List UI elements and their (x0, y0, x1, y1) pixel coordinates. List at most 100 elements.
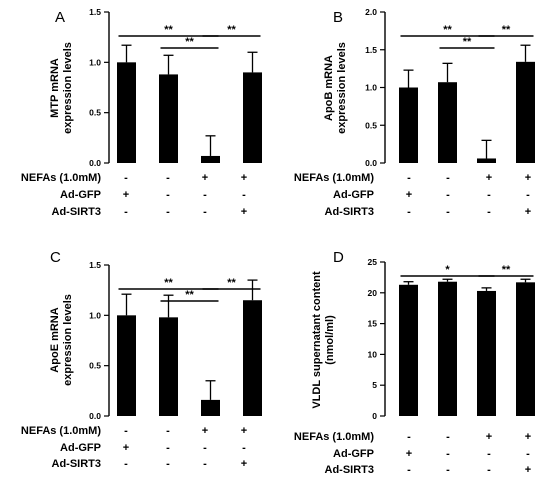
panel-a-ytick-label: 1.5 (89, 7, 101, 17)
panel-a-ytick-label: 0.0 (89, 158, 101, 168)
panel-a-condition-sign: - (242, 189, 246, 201)
panel-c-bar (117, 315, 136, 416)
panel-d-condition-label: Ad-SIRT3 (325, 464, 375, 476)
panel-d-condition-sign: + (406, 448, 412, 460)
panel-c-letter: C (50, 249, 61, 266)
panel-c-sig-label: ** (164, 277, 173, 289)
panel-b-condition-label: Ad-GFP (333, 189, 374, 201)
panel-a-condition-sign: - (166, 172, 170, 184)
panel-a-condition-sign: + (241, 206, 247, 218)
panel-c-condition-label: Ad-SIRT3 (52, 458, 102, 470)
panel-b-condition-sign: - (407, 206, 411, 218)
panel-b-ytick-label: 2.0 (365, 7, 377, 17)
panel-c-condition-sign: - (166, 425, 170, 437)
panel-d-condition-sign: + (525, 431, 531, 443)
panel-c-condition-sign: - (166, 458, 170, 470)
panel-d-bar (399, 284, 418, 416)
panel-b-condition-sign: - (446, 189, 450, 201)
panel-b-condition-sign: - (487, 189, 491, 201)
panel-a-ylabel: MTP mRNAexpression levels (49, 42, 74, 134)
panel-d-condition-sign: - (487, 448, 491, 460)
panel-a-ytick-label: 1.0 (89, 57, 101, 67)
panel-a-condition-sign: + (241, 172, 247, 184)
panel-d-ytick-label: 0 (372, 411, 377, 421)
panel-c-condition-label: NEFAs (1.0mM) (21, 425, 101, 437)
panel-c-condition-sign: - (124, 458, 128, 470)
panel-a-condition-sign: + (123, 189, 129, 201)
panel-d-condition-sign: - (407, 464, 411, 476)
panel-d-condition-label: NEFAs (1.0mM) (294, 431, 374, 443)
panel-b-ytick-label: 1.0 (365, 83, 377, 93)
panel-a-condition-label: NEFAs (1.0mM) (21, 172, 101, 184)
panel-b-condition-sign: - (446, 206, 450, 218)
panel-a-ytick-label: 0.5 (89, 108, 101, 118)
panel-a-condition-label: Ad-SIRT3 (52, 206, 102, 218)
panel-d-ytick-label: 10 (368, 349, 378, 359)
panel-a-condition-sign: - (124, 206, 128, 218)
panel-d-condition-sign: - (446, 464, 450, 476)
panel-d-condition-sign: + (525, 464, 531, 476)
panel-a-bar (117, 62, 136, 164)
panel-c-condition-sign: + (202, 425, 208, 437)
panel-c-condition-sign: + (241, 458, 247, 470)
panel-a-condition-sign: - (166, 189, 170, 201)
panel-b-condition-label: Ad-SIRT3 (325, 206, 375, 218)
panel-b-ytick-label: 0.5 (365, 120, 377, 130)
panel-b-letter: B (333, 9, 343, 26)
panel-b-condition-sign: - (407, 172, 411, 184)
panel-a-condition-sign: + (202, 172, 208, 184)
panel-b-sig-label: ** (502, 24, 511, 36)
panel-c-bar (159, 317, 178, 416)
panel-b-ytick-label: 1.5 (365, 45, 377, 55)
panel-d-ytick-label: 15 (368, 319, 378, 329)
panel-d-condition-sign: - (446, 448, 450, 460)
panel-d-condition-sign: - (446, 431, 450, 443)
panel-c-condition-sign: - (203, 442, 207, 454)
panel-a-condition-sign: - (203, 189, 207, 201)
panel-d-ytick-label: 25 (368, 257, 378, 267)
panel-c-condition-sign: - (166, 442, 170, 454)
panel-b-sig-label: ** (443, 24, 452, 36)
panel-d-condition-sign: + (486, 431, 492, 443)
panel-c-bar (243, 300, 262, 416)
panel-b-bar (477, 158, 496, 163)
panel-a-condition-sign: - (203, 206, 207, 218)
panel-d-ytick-label: 20 (368, 288, 378, 298)
panel-c-condition-sign: + (123, 442, 129, 454)
panel-c-ylabel: ApoE mRNAexpression levels (49, 294, 74, 386)
panel-b-condition-label: NEFAs (1.0mM) (294, 172, 374, 184)
panel-b-condition-sign: + (406, 189, 412, 201)
panel-a-bar (159, 74, 178, 163)
panel-d-condition-sign: - (487, 464, 491, 476)
panel-a-condition-sign: - (124, 172, 128, 184)
panel-d-bar (438, 281, 457, 416)
panel-b-condition-sign: + (486, 172, 492, 184)
panel-c-condition-label: Ad-GFP (60, 442, 101, 454)
panel-a-sig-label: ** (164, 24, 173, 36)
panel-d-letter: D (333, 249, 344, 266)
panel-d-condition-sign: - (407, 431, 411, 443)
panel-c-sig-label: ** (185, 289, 194, 301)
panel-b-condition-sign: + (525, 172, 531, 184)
panel-b-sig-label: ** (463, 36, 472, 48)
panel-a-sig-label: ** (227, 24, 236, 36)
panel-d-bar (516, 282, 535, 416)
panel-a-condition-label: Ad-GFP (60, 189, 101, 201)
panel-a-bar (201, 155, 220, 163)
panel-c-condition-sign: + (241, 425, 247, 437)
panel-a-bar (243, 72, 262, 163)
panel-c-condition-sign: - (203, 458, 207, 470)
panel-c-ytick-label: 0.0 (89, 411, 101, 421)
panel-d-bar (477, 290, 496, 416)
panel-b-condition-sign: + (525, 206, 531, 218)
panel-c-sig-label: ** (227, 277, 236, 289)
panel-b-bar (516, 61, 535, 163)
panel-d-ylabel: VLDL supernatant content(nmol/ml) (311, 271, 336, 409)
panel-c-ytick-label: 1.0 (89, 310, 101, 320)
panel-b-condition-sign: - (526, 189, 530, 201)
panel-a-letter: A (55, 9, 65, 26)
panel-c-ytick-label: 1.5 (89, 260, 101, 270)
panel-c-ytick-label: 0.5 (89, 361, 101, 371)
panel-d-condition-label: Ad-GFP (333, 448, 374, 460)
